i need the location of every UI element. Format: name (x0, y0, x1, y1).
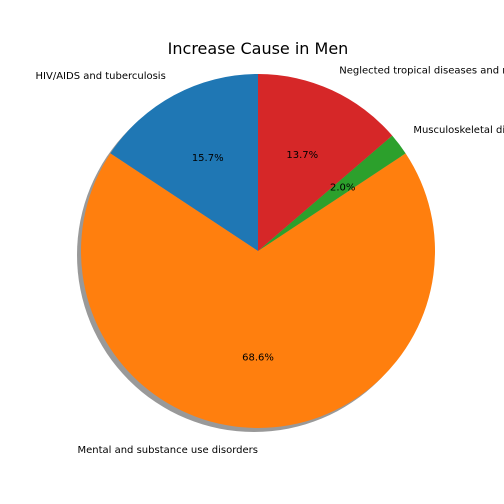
pie-percent-label-mental-and-substance-use-disorders: 68.6% (242, 353, 274, 364)
pie-slices (81, 74, 436, 428)
chart-title: Increase Cause in Men (168, 39, 349, 58)
pie-percent-label-neglected-tropical-diseases-and-malaria: 13.7% (286, 150, 318, 161)
pie-category-label-mental-and-substance-use-disorders: Mental and substance use disorders (77, 445, 258, 456)
pie-slice-musculoskeletal-disorders (258, 135, 406, 251)
pie-labels: 15.7% HIV/AIDS and tuberculosis 68.6% Menta… (36, 66, 504, 457)
pie-category-label-hiv-aids-and-tuberculosis: HIV/AIDS and tuberculosis (36, 71, 166, 82)
pie-slice-hiv-aids-and-tuberculosis (110, 74, 258, 251)
pie-percent-label-hiv-aids-and-tuberculosis: 15.7% (192, 153, 224, 164)
pie-category-label-musculoskeletal-disorders: Musculoskeletal disorders (413, 125, 504, 136)
pie-slice-neglected-tropical-diseases-and-malaria (258, 74, 393, 251)
pie-percent-label-musculoskeletal-disorders: 2.0% (330, 182, 355, 193)
pie-category-label-neglected-tropical-diseases-and-malaria: Neglected tropical diseases and malaria (339, 66, 504, 77)
pie-slice-mental-and-substance-use-disorders (81, 153, 436, 428)
